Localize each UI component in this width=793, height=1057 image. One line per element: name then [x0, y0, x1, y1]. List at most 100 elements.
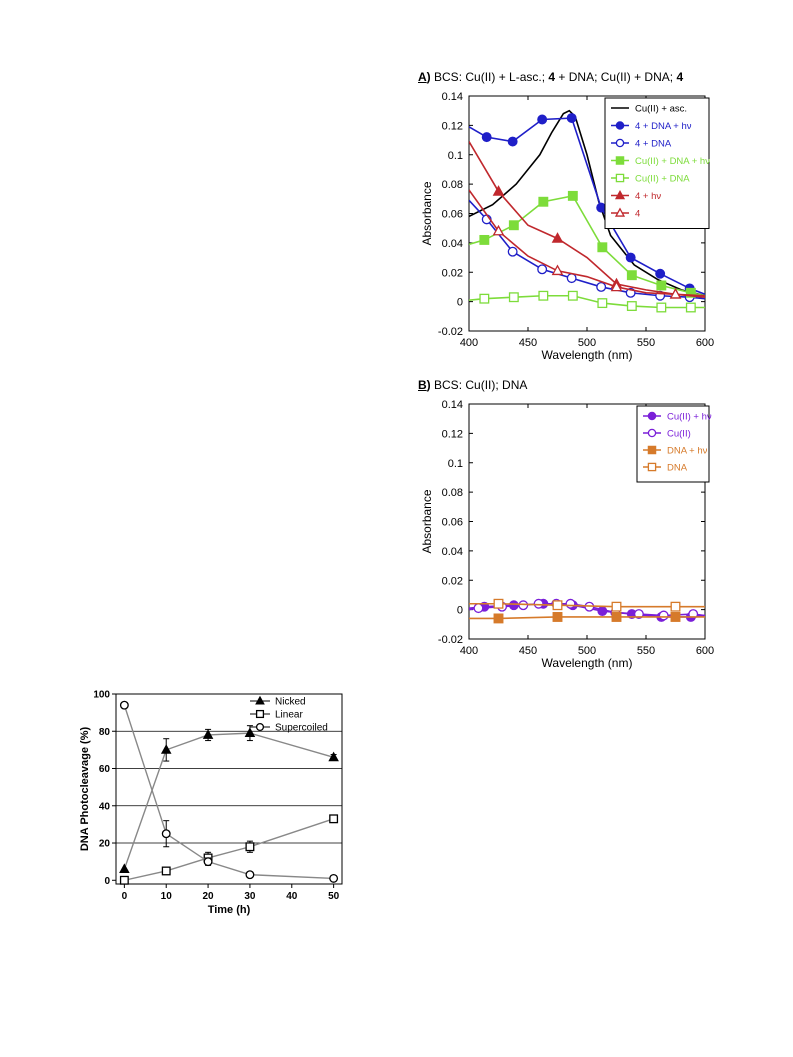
data-point [597, 298, 608, 309]
data-point [255, 722, 265, 732]
data-point [685, 287, 696, 298]
data-point [537, 114, 548, 125]
x-tick-label: 400 [460, 337, 478, 349]
x-tick-label: 10 [161, 891, 173, 902]
data-point [328, 751, 339, 762]
series-6 [469, 189, 705, 299]
series-2 [119, 700, 339, 883]
y-tick-label: 0.06 [442, 517, 463, 529]
data-point [626, 270, 637, 281]
y-tick-label: 0.14 [442, 91, 463, 103]
data-point [492, 224, 505, 236]
x-tick-label: 600 [696, 337, 714, 349]
panel-a-title-text: BCS: Cu(II) + L-asc.; 4 + DNA; Cu(II) + … [434, 70, 683, 84]
data-point [537, 264, 548, 275]
legend: Nicked Linear Supercoiled [250, 695, 328, 734]
y-tick-label: 0.02 [442, 575, 463, 587]
series-0 [119, 725, 339, 873]
data-point [507, 136, 518, 147]
chart-a: -0.02 0 0.02 0.04 0.06 0.08 0.1 0.12 0.14 400 450 5… [420, 91, 714, 362]
series-line [469, 616, 705, 620]
y-tick-label: -0.02 [438, 634, 463, 646]
y-tick-label: 0 [457, 605, 463, 617]
data-point [119, 875, 129, 885]
y-tick-label: 0.04 [442, 546, 463, 558]
data-point [493, 598, 504, 609]
data-point [611, 601, 622, 612]
chart-c: 0 20 40 60 80 100 0 10 20 30 40 50 Time (h) DNA Photo… [79, 690, 343, 916]
y-tick-label: 0 [457, 297, 463, 309]
data-point [670, 612, 681, 622]
plot-area [469, 109, 705, 313]
data-point [161, 829, 171, 839]
legend-label: Cu(II) + hν [667, 412, 712, 423]
x-tick-label: 450 [519, 337, 537, 349]
y-axis-label: Absorbance [420, 489, 434, 553]
legend-label: Cu(II) [667, 429, 691, 440]
y-tick-label: 0.12 [442, 120, 463, 132]
x-tick-label: 0 [122, 891, 128, 902]
x-tick-label: 50 [328, 891, 340, 902]
data-point [611, 612, 622, 622]
x-tick-label: 400 [460, 645, 478, 657]
data-point [161, 866, 171, 876]
data-point [202, 729, 214, 739]
data-point [647, 462, 657, 472]
data-point [552, 600, 563, 611]
x-tick-label: 40 [286, 891, 298, 902]
y-tick-label: 0.04 [442, 238, 463, 250]
data-point [565, 598, 576, 609]
legend-label: Linear [275, 710, 303, 721]
y-tick-label: 0.06 [442, 209, 463, 221]
data-point [647, 428, 657, 438]
title-part: BCS: Cu(II); DNA [434, 378, 528, 392]
data-point [610, 280, 623, 292]
data-point [479, 234, 490, 245]
title-part: + DNA; Cu(II) + DNA; [555, 70, 677, 84]
data-point [596, 202, 607, 213]
data-point [329, 814, 339, 824]
series-line [469, 189, 705, 297]
data-point [615, 173, 625, 183]
legend-label: 4 + hν [635, 191, 661, 202]
panel-b-letter: B [418, 378, 427, 392]
y-tick-label: 80 [99, 727, 111, 738]
data-point [658, 610, 669, 621]
x-tick-label: 500 [578, 337, 596, 349]
data-point [481, 132, 492, 143]
data-point [329, 873, 339, 883]
data-point [533, 598, 544, 609]
x-tick-label: 550 [637, 337, 655, 349]
data-point [567, 190, 578, 201]
data-point [552, 612, 563, 622]
data-point [656, 302, 667, 313]
legend-label: 4 [635, 209, 640, 220]
data-point [160, 744, 172, 754]
x-tick-label: 600 [696, 645, 714, 657]
y-tick-label: 40 [99, 801, 111, 812]
y-tick-label: -0.02 [438, 326, 463, 338]
data-point [647, 411, 657, 421]
y-axis-label: DNA Photocleavage (%) [79, 727, 91, 852]
chart-b: -0.02 0 0.02 0.04 0.06 0.08 0.1 0.12 0.14 400 450 5… [420, 399, 714, 670]
data-point [614, 207, 626, 217]
data-point [508, 292, 519, 303]
data-point [615, 138, 625, 148]
data-point [508, 220, 519, 231]
x-tick-label: 550 [637, 645, 655, 657]
data-point [566, 273, 577, 284]
data-point [492, 185, 505, 196]
data-point [119, 700, 129, 710]
data-point [119, 863, 130, 873]
panel-b-title: B) BCS: Cu(II); DNA [418, 378, 528, 392]
plot-frame [115, 693, 343, 885]
y-tick-label: 60 [99, 764, 111, 775]
data-point [245, 842, 255, 852]
y-tick-label: 0.08 [442, 179, 463, 191]
data-point [551, 232, 564, 243]
x-tick-label: 500 [578, 645, 596, 657]
data-point [655, 268, 666, 279]
legend-label: 4 + DNA + hν [635, 121, 692, 132]
y-tick-label: 0.1 [448, 150, 463, 162]
data-point [597, 242, 608, 253]
